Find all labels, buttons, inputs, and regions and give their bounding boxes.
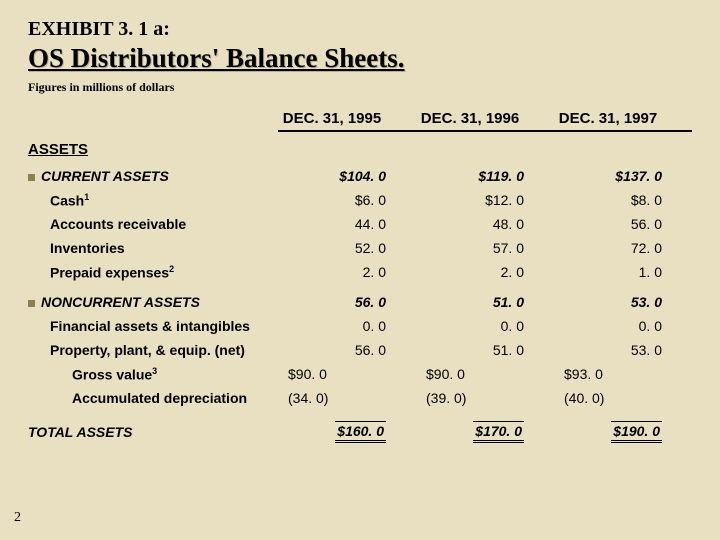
cell: (34. 0) <box>278 390 416 406</box>
cell: 53. 0 <box>554 294 692 310</box>
cell: $90. 0 <box>278 366 416 382</box>
cell: 56. 0 <box>554 216 692 232</box>
balance-sheet-table: DEC. 31, 1995 DEC. 31, 1996 DEC. 31, 199… <box>28 109 692 444</box>
label-accdep: Accumulated depreciation <box>28 390 278 406</box>
label-gross: Gross value <box>72 366 152 382</box>
cell: $93. 0 <box>554 366 692 382</box>
cell: 0. 0 <box>554 318 692 334</box>
label-current-assets: CURRENT ASSETS <box>41 168 169 184</box>
cell: $190. 0 <box>554 421 692 443</box>
row-gross-value: Gross value3 $90. 0 $90. 0 $93. 0 <box>28 362 692 386</box>
cell: $160. 0 <box>278 421 416 443</box>
label-noncurrent: NONCURRENT ASSETS <box>41 294 200 310</box>
row-noncurrent-assets: NONCURRENT ASSETS 56. 0 51. 0 53. 0 <box>28 290 692 314</box>
cell: 56. 0 <box>278 342 416 358</box>
cell: $6. 0 <box>278 192 416 208</box>
cell: 57. 0 <box>416 240 554 256</box>
row-ar: Accounts receivable 44. 0 48. 0 56. 0 <box>28 212 692 236</box>
row-current-assets: CURRENT ASSETS $104. 0 $119. 0 $137. 0 <box>28 164 692 188</box>
cell: (40. 0) <box>554 390 692 406</box>
label-ppe: Property, plant, & equip. (net) <box>28 342 278 358</box>
cell: 2. 0 <box>278 264 416 280</box>
cell: 72. 0 <box>554 240 692 256</box>
row-ppe: Property, plant, & equip. (net) 56. 0 51… <box>28 338 692 362</box>
cell: $137. 0 <box>554 168 692 184</box>
col-header-1995: DEC. 31, 1995 <box>278 110 416 132</box>
cell: $170. 0 <box>416 421 554 443</box>
row-cash: Cash1 $6. 0 $12. 0 $8. 0 <box>28 188 692 212</box>
sup-gross: 3 <box>152 366 157 376</box>
cell: 0. 0 <box>278 318 416 334</box>
sup-cash: 1 <box>84 192 89 202</box>
row-prepaid: Prepaid expenses2 2. 0 2. 0 1. 0 <box>28 260 692 284</box>
cell: $104. 0 <box>278 168 416 184</box>
column-headers: DEC. 31, 1995 DEC. 31, 1996 DEC. 31, 199… <box>28 109 692 133</box>
cell: $8. 0 <box>554 192 692 208</box>
bullet-icon <box>28 294 41 310</box>
label-fin: Financial assets & intangibles <box>28 318 278 334</box>
label-inv: Inventories <box>28 240 278 256</box>
cell: $90. 0 <box>416 366 554 382</box>
label-cash: Cash <box>50 192 84 208</box>
assets-header: ASSETS <box>28 141 692 158</box>
cell: $119. 0 <box>416 168 554 184</box>
cell: 1. 0 <box>554 264 692 280</box>
exhibit-label: EXHIBIT 3. 1 a: <box>28 18 692 41</box>
label-prepaid: Prepaid expenses <box>50 264 169 280</box>
label-total: TOTAL ASSETS <box>28 424 278 440</box>
subtitle: Figures in millions of dollars <box>28 80 692 95</box>
cell: $12. 0 <box>416 192 554 208</box>
page-title: OS Distributors' Balance Sheets. <box>28 43 692 74</box>
cell: 51. 0 <box>416 294 554 310</box>
cell: 0. 0 <box>416 318 554 334</box>
cell: 51. 0 <box>416 342 554 358</box>
cell: (39. 0) <box>416 390 554 406</box>
row-total-assets: TOTAL ASSETS $160. 0 $170. 0 $190. 0 <box>28 420 692 444</box>
row-inventories: Inventories 52. 0 57. 0 72. 0 <box>28 236 692 260</box>
cell: 44. 0 <box>278 216 416 232</box>
cell: 48. 0 <box>416 216 554 232</box>
col-header-1996: DEC. 31, 1996 <box>416 110 554 132</box>
label-ar: Accounts receivable <box>28 216 278 232</box>
bullet-icon <box>28 168 41 184</box>
col-header-1997: DEC. 31, 1997 <box>554 110 692 132</box>
row-financial-assets: Financial assets & intangibles 0. 0 0. 0… <box>28 314 692 338</box>
cell: 56. 0 <box>278 294 416 310</box>
sup-prepaid: 2 <box>169 264 174 274</box>
page-number: 2 <box>14 510 21 526</box>
cell: 2. 0 <box>416 264 554 280</box>
cell: 52. 0 <box>278 240 416 256</box>
cell: 53. 0 <box>554 342 692 358</box>
row-accumulated-depreciation: Accumulated depreciation (34. 0) (39. 0)… <box>28 386 692 410</box>
